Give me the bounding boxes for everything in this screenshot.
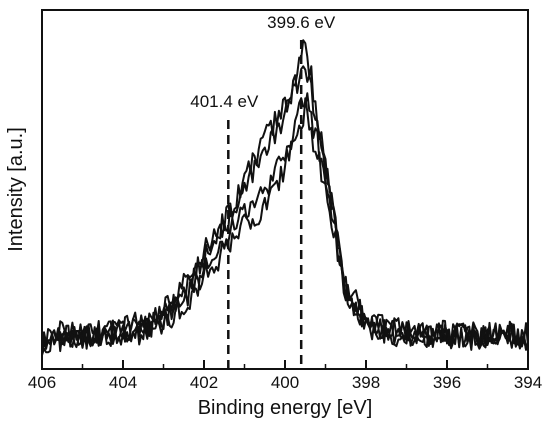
x-tick-label: 404 <box>109 373 137 392</box>
annotation-label: 399.6 eV <box>267 13 336 32</box>
x-tick-label: 394 <box>514 373 542 392</box>
series-line-1 <box>41 39 529 347</box>
series-line-2 <box>41 65 529 351</box>
axes: 406 404 402 400 398 396 394 <box>28 9 542 392</box>
y-axis-title: Intensity [a.u.] <box>5 127 27 252</box>
plot-frame <box>41 9 529 370</box>
x-tick-label: 398 <box>352 373 380 392</box>
series-line-3 <box>41 92 529 353</box>
annotation-label: 401.4 eV <box>190 92 259 111</box>
x-tick-label: 396 <box>433 373 461 392</box>
x-tick-label: 406 <box>28 373 56 392</box>
x-axis-title: Binding energy [eV] <box>198 397 373 419</box>
x-tick-label: 400 <box>271 373 299 392</box>
series-line-4 <box>41 97 529 356</box>
x-tick-label: 402 <box>190 373 218 392</box>
annotations: 401.4 eV 399.6 eV <box>190 13 336 369</box>
plot-area <box>41 39 529 356</box>
